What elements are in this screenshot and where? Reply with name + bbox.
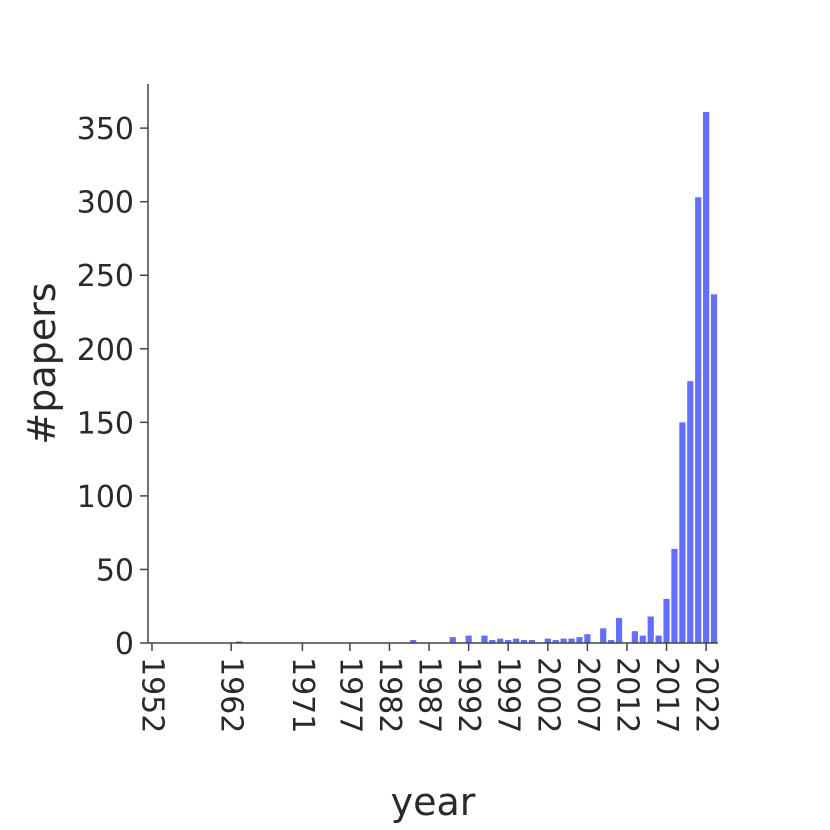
y-ticks: 0 50 100 150 200 250 300 350 <box>77 112 148 662</box>
x-tick-label: 1987 <box>412 657 447 733</box>
y-axis-title: #papers <box>20 282 64 444</box>
bar-2011 <box>615 617 623 643</box>
axes-layer <box>147 84 718 644</box>
bar-2007 <box>584 634 591 643</box>
bar-2002 <box>544 638 551 643</box>
x-tick-label: 2002 <box>530 657 565 733</box>
bar-1994 <box>481 635 488 643</box>
x-tick-label: 1952 <box>134 657 169 733</box>
bar-2017 <box>663 598 670 643</box>
bar-2022 <box>703 111 710 643</box>
bar-2010 <box>608 640 615 643</box>
y-tick-label: 350 <box>77 112 134 147</box>
bar-1995 <box>489 640 496 643</box>
x-tick-label: 2022 <box>689 657 724 733</box>
bar-2019 <box>679 422 686 643</box>
bar-2021 <box>695 197 702 643</box>
y-tick-label: 150 <box>77 406 134 441</box>
x-tick-label: 1962 <box>214 657 249 733</box>
bar-2004 <box>560 638 567 643</box>
y-tick-label: 250 <box>77 259 134 294</box>
y-tick-label: 100 <box>77 480 134 515</box>
bar-2014 <box>639 635 646 643</box>
x-tick-label: 1997 <box>491 657 526 733</box>
x-tick-label: 1992 <box>451 657 486 733</box>
x-tick-label: 2012 <box>609 657 644 733</box>
bar-1998 <box>513 638 520 643</box>
x-tick-label: 2017 <box>649 657 684 733</box>
bar-2013 <box>631 631 638 643</box>
bar-2009 <box>600 628 607 643</box>
bar-2015 <box>647 616 654 643</box>
bar-1992 <box>465 635 472 643</box>
bar-2000 <box>528 640 536 643</box>
x-ticks: 1952 1962 1971 1977 1982 1987 1992 1997 2002 2007… <box>134 643 724 733</box>
bar-2020 <box>687 381 694 643</box>
x-axis-title: year <box>391 780 476 824</box>
y-tick-label: 300 <box>77 186 134 221</box>
x-tick-label: 2007 <box>570 657 605 733</box>
bar-1999 <box>520 640 528 643</box>
x-tick-label: 1982 <box>372 657 407 733</box>
bar-2023 <box>710 294 718 643</box>
bar-2006 <box>576 637 583 643</box>
bar-1990 <box>449 637 456 643</box>
bar-2003 <box>552 640 559 643</box>
bars-layer <box>235 111 718 643</box>
y-tick-label: 50 <box>96 553 134 588</box>
x-tick-label: 1971 <box>285 657 320 733</box>
y-tick-label: 200 <box>77 333 134 368</box>
bar-1985 <box>410 640 417 643</box>
y-tick-label: 0 <box>115 627 134 662</box>
bar-1997 <box>505 640 512 643</box>
bar-2018 <box>671 548 678 643</box>
bar-2005 <box>568 638 575 643</box>
x-tick-label: 1977 <box>332 657 367 733</box>
bar-2016 <box>655 635 662 643</box>
bar-1996 <box>497 638 504 643</box>
